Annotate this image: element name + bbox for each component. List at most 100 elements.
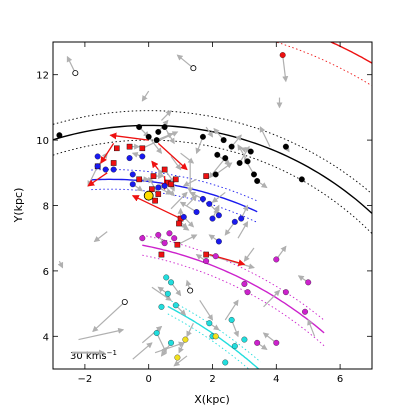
axis-ticks: −2 0 2 4 6 4 6 8 10 12 (36, 42, 372, 385)
velocity-arrow (141, 90, 150, 102)
maser-point (220, 137, 227, 144)
velocity-arrow (243, 247, 255, 262)
maser-point (199, 196, 206, 202)
maser-square-point (152, 197, 158, 204)
velocity-arrow (66, 55, 76, 74)
maser-point (214, 151, 221, 158)
maser-point (251, 171, 257, 178)
maser-point (174, 354, 181, 361)
maser-point (305, 279, 312, 286)
maser-square-point (139, 145, 146, 152)
maser-square-point (176, 220, 182, 227)
x-tick-label: 6 (337, 374, 343, 385)
velocity-arrow (78, 327, 125, 341)
red-velocity-arrow (100, 143, 115, 164)
maser-point (161, 124, 168, 130)
y-tick-label: 4 (43, 332, 49, 343)
maser-point (228, 317, 235, 323)
red-velocity-arrow (157, 142, 188, 171)
velocity-arrow (263, 289, 281, 308)
velocity-arrow (141, 325, 163, 344)
maser-point (212, 171, 219, 178)
maser-point (231, 343, 238, 350)
velocity-arrow (199, 300, 214, 321)
velocity-arrow (154, 341, 185, 354)
maser-open-point (190, 65, 197, 72)
velocity-arrow (307, 319, 316, 337)
maser-point (247, 148, 254, 155)
maser-square-point (203, 251, 209, 258)
maser-point (145, 133, 152, 140)
y-tick-label: 12 (36, 71, 49, 82)
maser-point (155, 184, 162, 191)
maser-square-point (126, 143, 133, 150)
maser-point (136, 124, 143, 130)
plot-area (53, 42, 372, 369)
maser-point (161, 240, 168, 247)
x-tick-label: 2 (209, 374, 215, 385)
velocity-arrow (57, 260, 64, 269)
maser-point (102, 166, 109, 173)
maser-point (282, 289, 289, 296)
arm-sagittarius-edge (142, 234, 325, 321)
red-velocity-arrow (87, 172, 108, 187)
velocity-arrow (142, 131, 179, 149)
arm-outer-center (329, 42, 372, 64)
maser-point (298, 176, 305, 183)
maser-point (222, 359, 229, 366)
maser-point (241, 281, 248, 287)
velocity-arrow (177, 234, 198, 246)
maser-square-point (149, 186, 155, 192)
maser-open-point (72, 70, 79, 77)
maser-point (273, 256, 280, 263)
velocity-arrow (180, 152, 195, 164)
maser-point (172, 302, 179, 309)
maser-point (238, 215, 245, 222)
maser-point (273, 339, 280, 346)
maser-point (164, 290, 171, 297)
maser-point (254, 339, 261, 346)
maser-point (163, 274, 170, 281)
velocity-arrow (151, 286, 172, 301)
maser-point (244, 289, 251, 296)
maser-point (206, 320, 213, 327)
maser-point (168, 279, 174, 286)
maser-point (231, 218, 238, 225)
x-tick-label: 0 (146, 374, 152, 385)
maser-point (168, 339, 174, 346)
velocity-arrow (282, 55, 289, 83)
maser-point (155, 128, 162, 135)
y-tick-label: 6 (43, 267, 49, 278)
maser-point (215, 212, 222, 219)
velocity-arrow (259, 126, 271, 147)
velocity-arrow (205, 126, 214, 138)
arm-sagittarius-center (142, 244, 325, 334)
maser-point (209, 215, 216, 222)
arm-local-edge (91, 188, 258, 223)
arm-perseus-edge (53, 139, 372, 234)
maser-point (282, 143, 289, 150)
x-tick-label: 4 (273, 374, 279, 385)
red-velocity-arrow (131, 195, 181, 220)
red-velocity-arrow (151, 160, 159, 170)
velocity-arrow (186, 322, 194, 338)
maser-point (94, 153, 101, 160)
maser-point (139, 235, 146, 242)
maser-point (158, 303, 165, 310)
velocity-arrow (170, 156, 182, 171)
maser-point (212, 333, 219, 340)
x-tick-label: −2 (78, 374, 93, 385)
maser-point (126, 155, 133, 162)
maser-square-point (168, 181, 174, 188)
maser-point (254, 178, 261, 184)
maser-point (94, 163, 101, 170)
maser-point (182, 336, 189, 343)
arm-scutum-edge (167, 298, 261, 363)
y-tick-label: 10 (36, 136, 49, 147)
maser-point (241, 336, 248, 343)
y-tick-label: 8 (43, 202, 49, 213)
maser-point (110, 166, 117, 173)
maser-point (228, 143, 235, 150)
x-axis-label: X(kpc) (194, 393, 230, 406)
